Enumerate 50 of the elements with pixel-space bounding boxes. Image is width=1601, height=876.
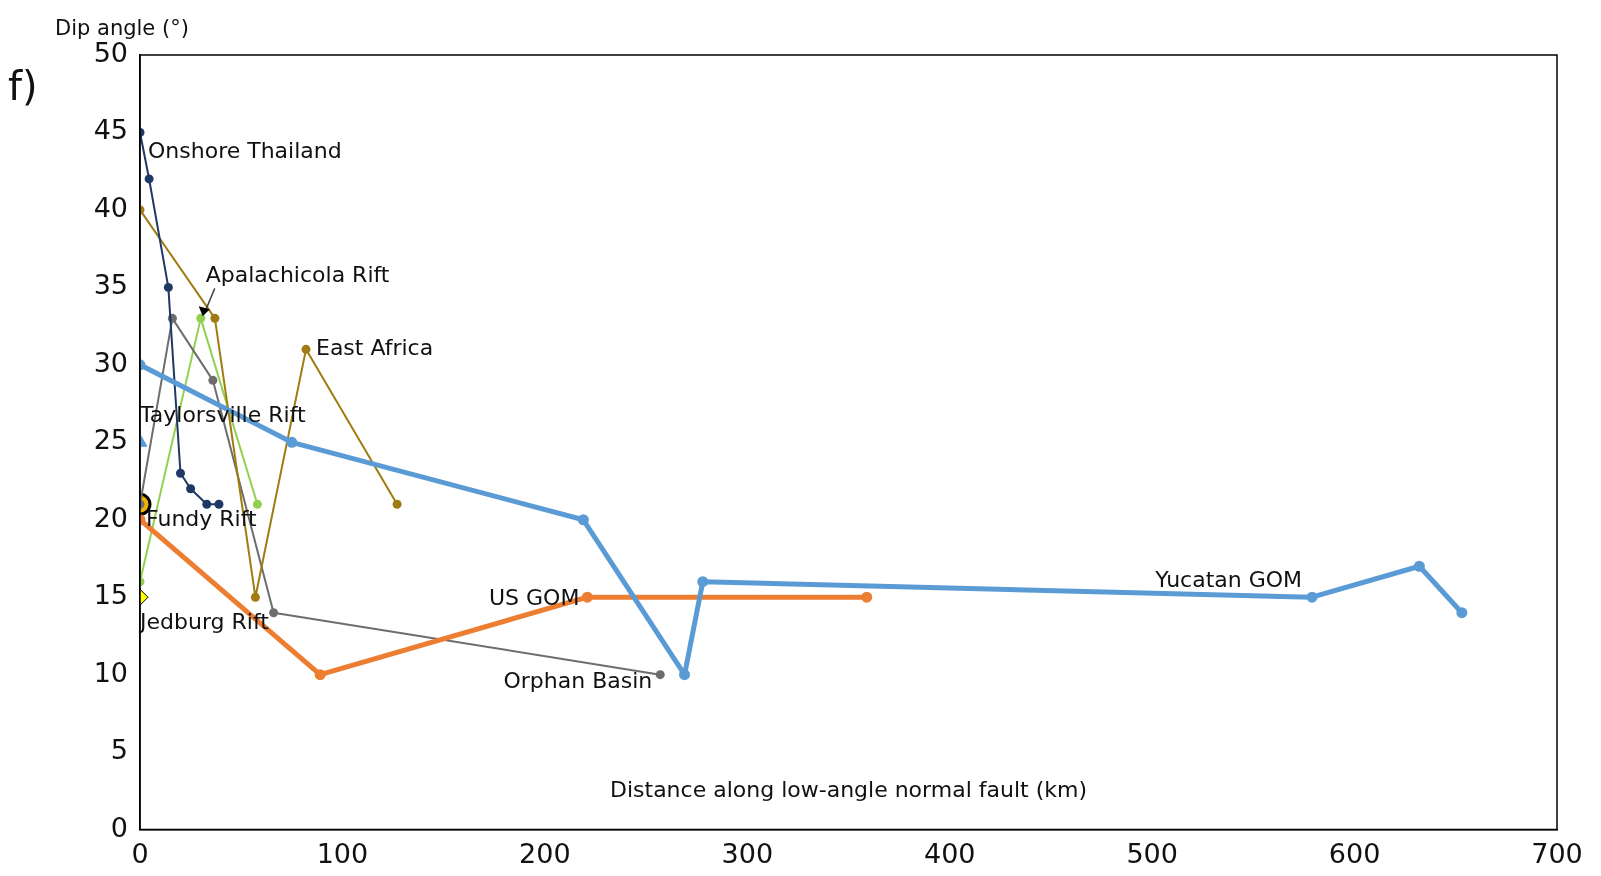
point: [144, 174, 154, 184]
point: [1306, 591, 1318, 603]
y-tick-label: 5: [110, 734, 128, 766]
point: [314, 669, 326, 681]
series-label: East Africa: [315, 335, 434, 361]
y-tick-label: 35: [93, 269, 128, 301]
x-tick-label: 0: [131, 837, 149, 869]
y-tick-label: 25: [93, 424, 128, 456]
point: [175, 468, 185, 478]
x-tick-label: 300: [721, 837, 774, 869]
y-axis-title: Dip angle (°): [55, 16, 189, 41]
x-tick-label: 500: [1126, 837, 1178, 869]
series-label: Apalachicola Rift: [205, 262, 390, 288]
chart-title: f): [8, 63, 38, 110]
point: [163, 282, 173, 292]
series-label: Onshore Thailand: [148, 138, 342, 164]
x-tick-label: 600: [1328, 837, 1381, 869]
point: [392, 499, 402, 509]
point: [186, 484, 196, 494]
y-tick-label: 20: [93, 501, 128, 533]
x-tick-label: 100: [316, 837, 369, 869]
y-tick-label: 15: [93, 579, 128, 611]
y-tick-label: 10: [93, 656, 128, 688]
series-label: Yucatan GOM: [1154, 566, 1303, 592]
point: [1456, 607, 1468, 619]
point: [208, 375, 218, 385]
x-axis-title: Distance along low-angle normal fault (km): [610, 777, 1087, 803]
point: [679, 669, 691, 681]
y-tick-label: 40: [93, 191, 128, 223]
point: [861, 591, 873, 603]
y-tick-label: 30: [93, 346, 128, 378]
y-tick-label: 0: [110, 811, 128, 843]
point: [196, 313, 206, 323]
point: [1413, 560, 1425, 572]
x-tick-label: 700: [1531, 837, 1583, 869]
point: [286, 436, 298, 448]
series-label: Orphan Basin: [503, 668, 653, 694]
x-tick-label: 200: [519, 837, 571, 869]
series-label: US GOM: [488, 584, 580, 610]
point: [210, 313, 220, 323]
x-tick-label: 400: [923, 837, 976, 869]
point: [301, 344, 311, 354]
point: [252, 499, 262, 509]
point: [269, 608, 279, 618]
point: [697, 576, 709, 588]
point: [581, 591, 593, 603]
point: [655, 670, 665, 680]
y-tick-label: 45: [93, 114, 128, 146]
point: [250, 592, 260, 602]
point: [577, 514, 589, 526]
